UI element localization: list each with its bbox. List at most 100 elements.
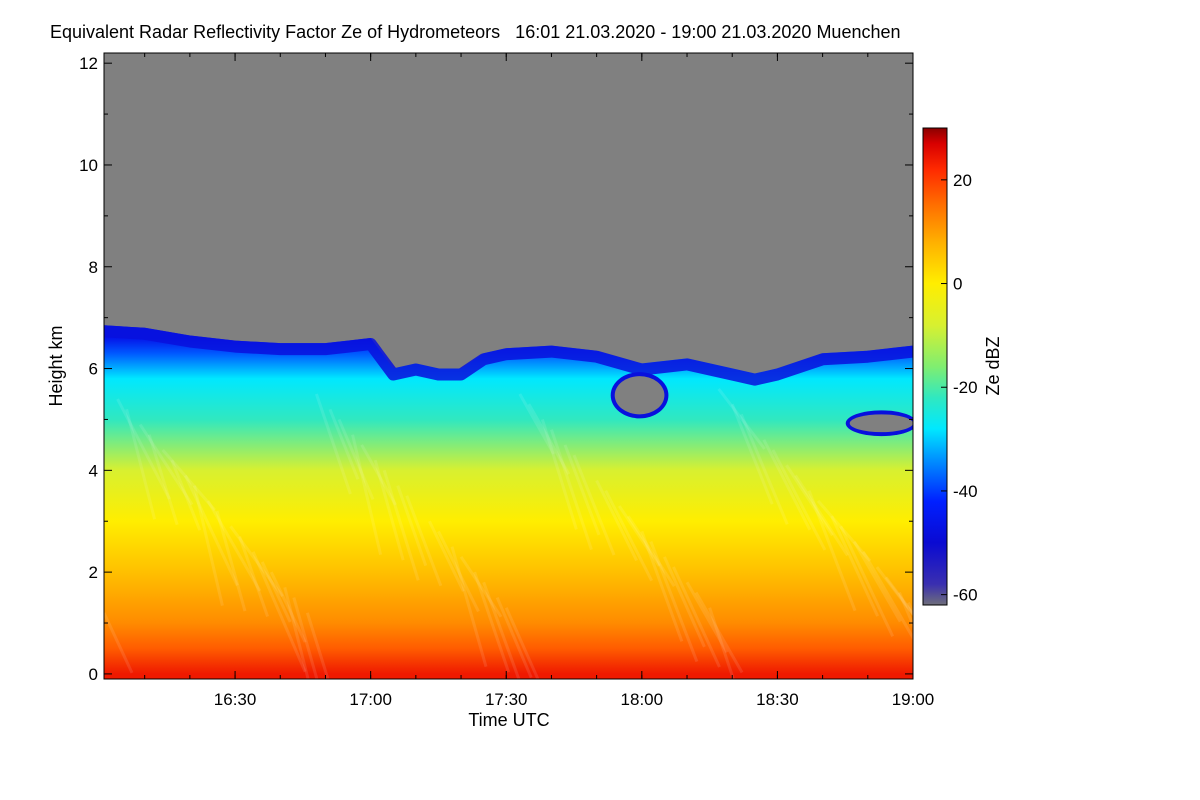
fall-streak xyxy=(762,439,812,531)
fall-streak xyxy=(396,485,428,567)
fall-streak xyxy=(292,597,319,679)
gap-region-1 xyxy=(849,414,913,433)
fall-streak xyxy=(229,525,284,598)
fall-streak xyxy=(328,408,360,480)
fall-streak xyxy=(192,485,224,606)
fall-streak xyxy=(627,515,676,587)
fall-streak xyxy=(428,520,465,592)
fall-streak xyxy=(527,403,571,475)
fall-streaks xyxy=(104,387,913,679)
x-tick-label: 17:30 xyxy=(485,690,528,709)
colorbar-tick-label: 20 xyxy=(953,171,972,190)
fall-streak xyxy=(794,474,849,557)
fall-streak xyxy=(604,490,654,582)
x-tick-label: 16:30 xyxy=(214,690,257,709)
fall-streak xyxy=(649,541,699,663)
fall-streak xyxy=(437,530,480,613)
fall-streak xyxy=(238,536,270,617)
fall-streak xyxy=(852,540,902,623)
fall-streak xyxy=(305,612,330,679)
fall-streak xyxy=(708,607,735,679)
y-tick-label: 12 xyxy=(79,54,98,73)
fall-streak xyxy=(360,444,397,506)
fall-streak xyxy=(540,418,578,530)
fall-streak xyxy=(314,393,352,495)
x-axis-label: Time UTC xyxy=(468,710,549,730)
fall-streak xyxy=(138,423,194,506)
fall-streak xyxy=(104,612,134,674)
fall-streak xyxy=(875,566,913,617)
fall-streak xyxy=(450,546,488,668)
fall-streak xyxy=(215,510,247,612)
fall-streak xyxy=(373,459,405,561)
fall-streak xyxy=(382,469,420,581)
x-tick-label: 17:00 xyxy=(349,690,392,709)
fall-streak xyxy=(283,587,310,679)
colorbar-tick-label: -60 xyxy=(953,586,978,605)
fall-streak xyxy=(161,448,216,511)
fall-streak xyxy=(116,398,171,500)
fall-streak xyxy=(482,581,521,679)
x-tick-label: 18:00 xyxy=(621,690,664,709)
x-tick-label: 18:30 xyxy=(756,690,799,709)
fall-streak xyxy=(269,571,307,643)
colorbar-tick-label: 0 xyxy=(953,275,962,294)
fall-streak xyxy=(337,418,375,501)
chart-title: Equivalent Radar Reflectivity Factor Ze … xyxy=(50,22,901,42)
y-tick-label: 2 xyxy=(89,563,98,582)
fall-streak xyxy=(459,556,503,618)
fall-streak xyxy=(807,490,857,612)
fall-streak xyxy=(739,413,789,525)
fall-streak xyxy=(839,525,895,637)
colorbar-tick-label: -40 xyxy=(953,482,978,501)
fall-streak xyxy=(861,551,913,641)
colorbar-tick-label: -20 xyxy=(953,378,978,397)
fall-streak xyxy=(572,454,616,556)
plot-area xyxy=(104,53,913,679)
fall-streak xyxy=(206,500,262,592)
y-tick-label: 0 xyxy=(89,665,98,684)
y-tick-label: 8 xyxy=(89,258,98,277)
fall-streak xyxy=(351,434,383,556)
fall-streak xyxy=(504,607,540,679)
fall-streak xyxy=(617,505,661,567)
fall-streak xyxy=(685,581,729,654)
fall-streak xyxy=(405,495,443,587)
fall-streak xyxy=(125,408,157,520)
fall-streak xyxy=(816,499,872,562)
fall-streak xyxy=(717,387,766,450)
reflectivity-field xyxy=(104,325,913,679)
colorbar-axis: 20 0 -20 -40 -60 xyxy=(941,171,978,605)
fall-streak xyxy=(640,530,684,642)
y-axis: 0 2 4 6 8 10 12 xyxy=(79,54,913,684)
fall-streak xyxy=(595,479,638,562)
no-signal-gaps xyxy=(610,372,913,437)
echo-top-edge xyxy=(104,325,913,386)
fall-streak xyxy=(830,515,880,617)
x-axis: 16:30 17:00 17:30 18:00 18:30 19:00 xyxy=(144,53,935,709)
fall-streak xyxy=(473,571,511,673)
fall-streak xyxy=(260,561,292,623)
y-tick-label: 4 xyxy=(89,461,98,480)
fall-streak xyxy=(251,551,307,673)
fall-streak xyxy=(672,566,721,668)
colorbar-label: Ze dBZ xyxy=(983,336,1003,395)
x-tick-label: 19:00 xyxy=(892,690,935,709)
fall-streak xyxy=(771,449,827,551)
y-axis-label: Height km xyxy=(46,325,66,406)
fall-streak xyxy=(550,429,593,551)
fall-streak xyxy=(884,576,913,617)
plot-frame xyxy=(103,52,914,680)
y-tick-label: 6 xyxy=(89,360,98,379)
y-tick-label: 10 xyxy=(79,156,98,175)
fall-streak xyxy=(495,596,533,679)
fall-streak xyxy=(518,393,556,455)
fall-streak xyxy=(663,556,706,648)
fall-streak xyxy=(563,444,601,536)
fall-streak xyxy=(183,474,239,587)
gap-region-0 xyxy=(614,376,665,415)
fall-streak xyxy=(898,591,913,629)
fall-streak xyxy=(170,459,202,531)
fall-streak xyxy=(147,434,179,526)
